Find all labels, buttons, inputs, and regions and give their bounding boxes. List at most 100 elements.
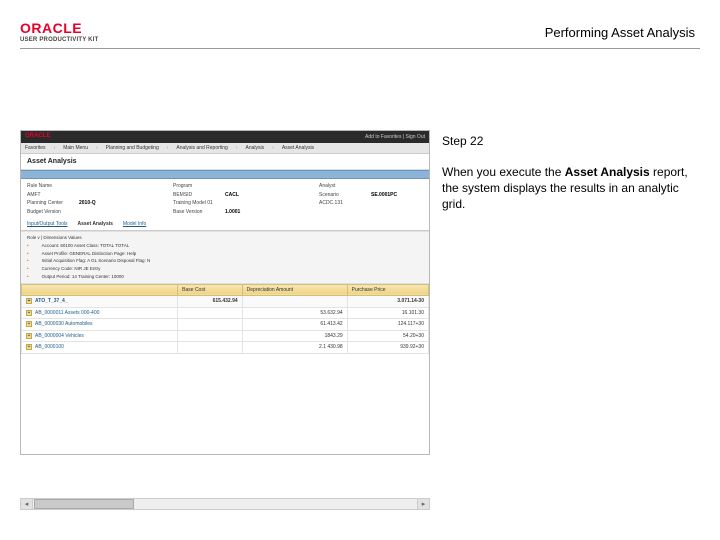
param-value — [79, 192, 169, 199]
grid-column-header[interactable] — [22, 284, 178, 296]
grid-cell-value: 939.92+30 — [347, 342, 428, 354]
chevron-right-icon: › — [54, 145, 56, 152]
grid-column-header[interactable]: Purchase Price — [347, 284, 428, 296]
expand-icon[interactable]: + — [26, 333, 32, 339]
tab-strip[interactable]: Input/Output Tools Asset Analysis Model In… — [21, 219, 429, 231]
tab-asset-analysis[interactable]: Asset Analysis — [78, 221, 113, 228]
table-row[interactable]: +AB_0000030 Automobiles 61.413.42124.117+… — [22, 319, 429, 331]
table-row[interactable]: +AB_0000004 Vehicles 1843.2954.20+30 — [22, 330, 429, 342]
tab-model-info[interactable]: Model Info — [123, 221, 146, 228]
grid-cell-value: 16.101.30 — [347, 307, 428, 319]
param-label: ACDC.131 — [319, 200, 367, 207]
grid-cell-value — [178, 319, 242, 331]
row-label[interactable]: AB_0000030 Automobiles — [35, 321, 93, 327]
panel-title: Asset Analysis — [21, 154, 429, 170]
grid-cell-value: 54.20+30 — [347, 330, 428, 342]
param-value — [371, 200, 431, 207]
topbar-links[interactable]: Add to Favorites | Sign Out — [365, 134, 425, 141]
grid-cell-value: 2.1 430.98 — [242, 342, 347, 354]
grid-column-header[interactable]: Base Cost — [178, 284, 242, 296]
header-rule — [20, 48, 700, 49]
breadcrumb[interactable]: Favorites › Main Menu › Planning and Budgeti… — [21, 143, 429, 155]
filter-bullet: Account: 60100 Asset Class: TOTAL TOTAL — [27, 242, 423, 250]
param-label: Budget Version — [27, 209, 75, 216]
row-label[interactable]: ATO_T_37_4_ — [35, 298, 68, 304]
chevron-right-icon: › — [96, 145, 98, 152]
scrollbar-horizontal[interactable]: ◂ ▸ — [20, 498, 430, 510]
grid-cell-label: +AB_0000030 Automobiles — [22, 319, 178, 331]
param-label: BEMSID — [173, 192, 221, 199]
param-label: Analyst — [319, 183, 367, 190]
app-logo: ORACLE — [25, 133, 50, 141]
step-label: Step 22 — [442, 134, 700, 148]
table-row[interactable]: +AB_0000011 Assets 000-400 53.632.9416.10… — [22, 307, 429, 319]
filter-bullet: Asset Profile: GENERAL Distinction Page:… — [27, 250, 423, 258]
param-value: 2010-Q — [79, 200, 169, 207]
grid-cell-value — [178, 330, 242, 342]
body-bold: Asset Analysis — [565, 165, 650, 179]
filter-row-top[interactable]: Role v | Dimensions Values — [27, 234, 423, 242]
section-bar — [21, 170, 429, 179]
row-label[interactable]: AB_0000004 Vehicles — [35, 333, 84, 339]
grid-cell-value: 124.117+30 — [347, 319, 428, 331]
breadcrumb-item[interactable]: Planning and Budgeting — [106, 145, 159, 152]
expand-icon[interactable]: + — [26, 344, 32, 350]
filter-bullet: Output Period: 14 Training Center: 10000 — [27, 273, 423, 281]
grid-whitespace — [21, 354, 429, 454]
screenshot-panel: ORACLE Add to Favorites | Sign Out Favor… — [20, 130, 430, 455]
grid-cell-value: 53.632.94 — [242, 307, 347, 319]
param-value: 1.0001 — [225, 209, 315, 216]
analytic-grid[interactable]: Base CostDepreciation AmountPurchase Pri… — [21, 284, 429, 354]
step-body: When you execute the Asset Analysis repo… — [442, 164, 700, 213]
scroll-right-icon[interactable]: ▸ — [417, 499, 429, 509]
filter-panel: Role v | Dimensions Values Account: 6010… — [21, 231, 429, 284]
chevron-right-icon: › — [272, 145, 274, 152]
breadcrumb-item[interactable]: Analysis — [246, 145, 265, 152]
chevron-right-icon: › — [236, 145, 238, 152]
page-title: Performing Asset Analysis — [545, 25, 695, 40]
grid-cell-value: 615.432.94 — [178, 296, 242, 308]
breadcrumb-item[interactable]: Asset Analysis — [282, 145, 314, 152]
param-value — [79, 209, 169, 216]
param-value: SE.0001PC — [371, 192, 431, 199]
scroll-thumb[interactable] — [34, 499, 134, 509]
param-value: CACL — [225, 192, 315, 199]
expand-icon[interactable]: + — [26, 321, 32, 327]
instruction-panel: Step 22 When you execute the Asset Analy… — [442, 130, 700, 455]
scroll-left-icon[interactable]: ◂ — [21, 499, 33, 509]
grid-cell-value: 1843.29 — [242, 330, 347, 342]
grid-cell-value: 3.071.14-30 — [347, 296, 428, 308]
expand-icon[interactable]: + — [26, 298, 32, 304]
chevron-right-icon: › — [167, 145, 169, 152]
param-label: Base Version — [173, 209, 221, 216]
table-row[interactable]: +ATO_T_37_4_615.432.943.071.14-30 — [22, 296, 429, 308]
table-row[interactable]: +AB_0000100 2.1 430.98939.92+30 — [22, 342, 429, 354]
param-grid: Rule NameProgramAnalystAMFTBEMSIDCACLSce… — [21, 179, 429, 219]
grid-cell-label: +AB_0000100 — [22, 342, 178, 354]
grid-cell-value: 61.413.42 — [242, 319, 347, 331]
grid-cell-label: +ATO_T_37_4_ — [22, 296, 178, 308]
grid-cell-value — [242, 296, 347, 308]
breadcrumb-item[interactable]: Favorites — [25, 145, 46, 152]
row-label[interactable]: AB_0000100 — [35, 344, 64, 350]
param-value — [79, 183, 169, 190]
param-value — [225, 200, 315, 207]
row-label[interactable]: AB_0000011 Assets 000-400 — [35, 310, 99, 316]
grid-cell-label: +AB_0000004 Vehicles — [22, 330, 178, 342]
param-label: Planning Center — [27, 200, 75, 207]
grid-cell-label: +AB_0000011 Assets 000-400 — [22, 307, 178, 319]
tab-input-output-tools[interactable]: Input/Output Tools — [27, 221, 68, 228]
scroll-track[interactable] — [134, 499, 417, 509]
expand-icon[interactable]: + — [26, 310, 32, 316]
grid-column-header[interactable]: Depreciation Amount — [242, 284, 347, 296]
param-value — [225, 183, 315, 190]
param-label: Rule Name — [27, 183, 75, 190]
breadcrumb-item[interactable]: Main Menu — [63, 145, 88, 152]
param-label: Program — [173, 183, 221, 190]
filter-bullet: Currency Code: NIR JE Entry — [27, 265, 423, 273]
param-value — [371, 183, 431, 190]
breadcrumb-item[interactable]: Analysis and Reporting — [176, 145, 227, 152]
filter-bullet: Initial Acquisition Flag: A GL Scenario … — [27, 257, 423, 265]
param-label: Training Model 01 — [173, 200, 221, 207]
grid-cell-value — [178, 342, 242, 354]
